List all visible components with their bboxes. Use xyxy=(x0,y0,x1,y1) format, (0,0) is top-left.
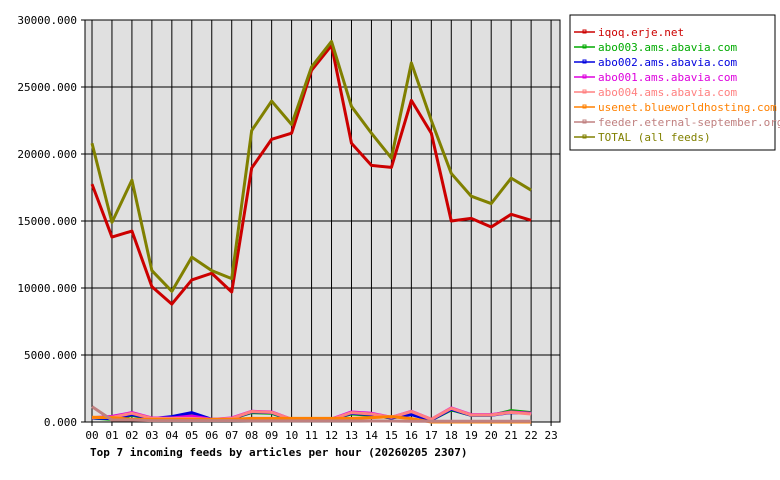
legend-marker xyxy=(582,59,587,64)
x-tick-label: 01 xyxy=(105,429,118,442)
legend-label: abo004.ams.abavia.com xyxy=(598,86,737,99)
y-tick-label: 5000.000 xyxy=(24,349,77,362)
x-tick-label: 10 xyxy=(285,429,298,442)
x-tick-label: 02 xyxy=(125,429,138,442)
x-tick-label: 08 xyxy=(245,429,258,442)
legend-marker xyxy=(582,119,587,124)
x-tick-label: 12 xyxy=(325,429,338,442)
legend-label: abo002.ams.abavia.com xyxy=(598,56,737,69)
x-tick-label: 17 xyxy=(425,429,438,442)
legend-label: abo001.ams.abavia.com xyxy=(598,71,737,84)
x-tick-label: 22 xyxy=(524,429,537,442)
series-line-total-all-feeds- xyxy=(90,39,532,293)
x-tick-label: 19 xyxy=(465,429,478,442)
chart-title: Top 7 incoming feeds by articles per hou… xyxy=(90,446,468,459)
y-tick-label: 0.000 xyxy=(44,416,77,429)
x-tick-label: 06 xyxy=(205,429,218,442)
x-tick-label: 07 xyxy=(225,429,238,442)
x-tick-label: 20 xyxy=(485,429,498,442)
legend: iqoq.erje.net abo003.ams.abavia.com abo002… xyxy=(569,14,780,151)
legend-label: feeder.eternal-september.org xyxy=(598,116,780,129)
y-tick-label: 15000.000 xyxy=(17,215,77,228)
x-tick-label: 11 xyxy=(305,429,318,442)
x-tick-label: 04 xyxy=(165,429,179,442)
legend-label: abo003.ams.abavia.com xyxy=(598,41,737,54)
legend-marker xyxy=(582,89,587,94)
legend-marker xyxy=(582,74,587,79)
legend-box xyxy=(569,14,776,151)
y-tick-label: 20000.000 xyxy=(17,148,77,161)
x-tick-label: 13 xyxy=(345,429,358,442)
x-tick-label: 14 xyxy=(365,429,379,442)
legend-marker xyxy=(582,44,587,49)
y-tick-label: 25000.000 xyxy=(17,81,77,94)
x-tick-label: 09 xyxy=(265,429,278,442)
legend-marker xyxy=(582,104,587,109)
legend-label: TOTAL (all feeds) xyxy=(598,131,711,144)
legend-label: iqoq.erje.net xyxy=(598,26,684,39)
x-tick-label: 18 xyxy=(445,429,458,442)
series-line-feeder-eternal-september-org xyxy=(91,405,532,423)
x-tick-label: 21 xyxy=(505,429,518,442)
legend-label: usenet.blueworldhosting.com xyxy=(598,101,777,114)
y-tick-label: 10000.000 xyxy=(17,282,77,295)
x-tick-label: 15 xyxy=(385,429,398,442)
legend-marker xyxy=(582,134,587,139)
x-tick-label: 16 xyxy=(405,429,418,442)
x-tick-label: 03 xyxy=(145,429,158,442)
x-tick-label: 23 xyxy=(544,429,557,442)
legend-marker xyxy=(582,29,587,34)
x-tick-label: 05 xyxy=(185,429,198,442)
x-tick-label: 00 xyxy=(85,429,98,442)
y-tick-label: 30000.000 xyxy=(17,14,77,27)
